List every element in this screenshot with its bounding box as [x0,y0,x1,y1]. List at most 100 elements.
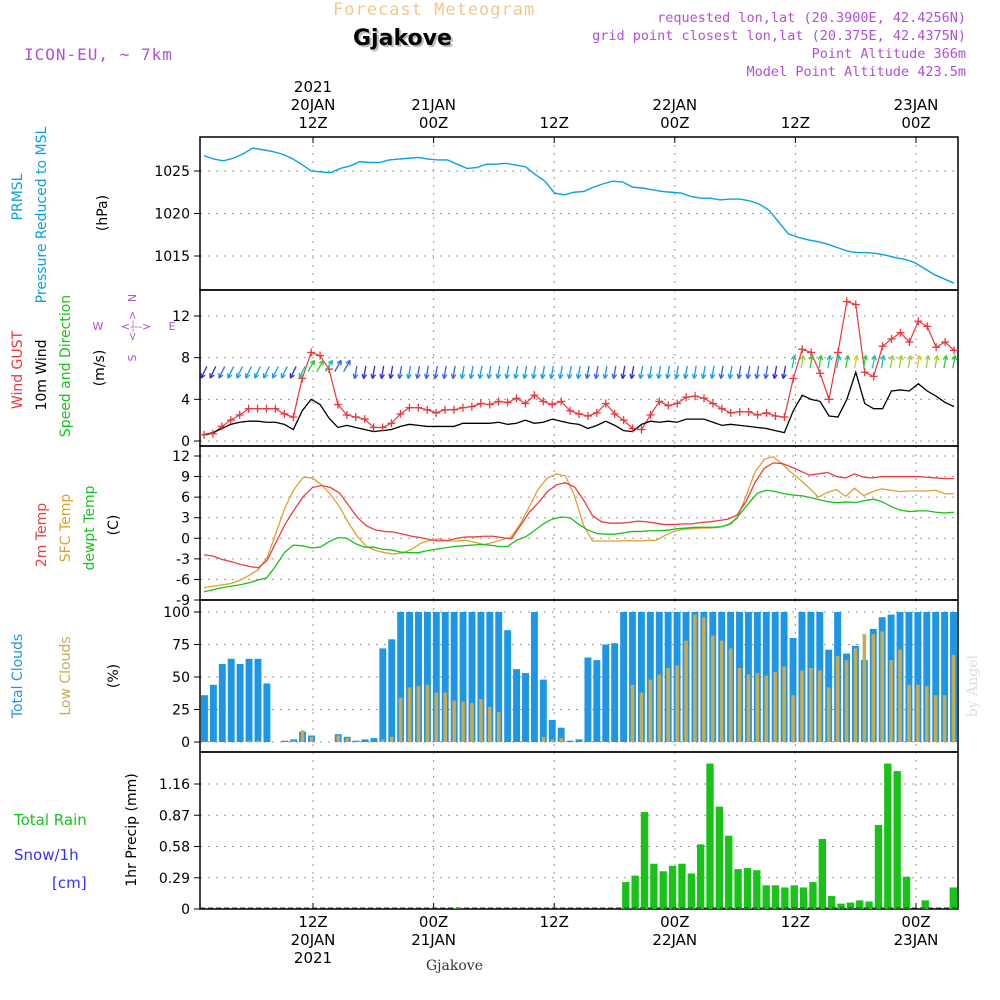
bottom-time-label: 00Z [419,913,448,931]
wind-direction-arrow [898,355,904,369]
low-cloud-bar [247,740,251,742]
total-cloud-bar [281,740,289,742]
wind-direction-arrow [575,365,582,380]
gust-marker [530,391,539,400]
rain-bar [715,806,724,909]
y-tick-label: 75 [172,638,190,654]
rain-bar [622,882,630,909]
y-tick-label: 12 [172,309,190,325]
rain-bar [809,882,817,909]
total-cloud-bar [245,658,253,742]
wind-direction-arrow [951,355,958,369]
gust-marker [860,368,869,377]
wind-10m-label: 10m Wind [34,339,50,410]
wind-direction-arrow [397,365,403,380]
total-cloud-bar [361,739,369,742]
total-cloud-bar [406,612,414,742]
gust-marker [253,404,262,413]
gust-marker [941,338,950,347]
low-cloud-bar [541,736,546,742]
rain-bar [687,873,695,909]
bottom-time-label: 20JAN [291,931,336,949]
total-cloud-bar [530,612,538,742]
total-cloud-bar [459,612,467,742]
total-cloud-bar [370,738,378,742]
y-tick-label: 0 [181,902,190,918]
gust-marker [655,397,664,406]
total-cloud-bar [209,684,217,742]
gust-marker [467,402,476,411]
total-cloud-bar [254,658,262,742]
y-tick-label: 1025 [154,164,190,180]
gust-marker [333,400,342,409]
gust-marker [700,394,708,403]
gust-marker [950,346,958,355]
total-cloud-bar [923,612,931,742]
total-cloud-bar [415,612,422,742]
gust-marker [896,328,905,337]
low-cloud-bar [817,670,822,742]
wind-direction-arrow [593,365,600,380]
gust-marker [637,425,646,434]
low-cloud-bar [452,700,456,742]
panel-frame [199,751,959,910]
wind-direction-arrow [942,355,949,369]
low-cloud-bar [942,695,947,742]
gust-marker [217,422,226,431]
gust-marker [708,399,717,408]
rain-bar [659,871,667,909]
low-cloud-bar [862,634,867,742]
rain-bar [884,763,892,909]
gust-marker [235,410,244,419]
low-cloud-bar [755,673,760,742]
low-cloud-bar [407,687,412,742]
low-cloud-bar [889,660,893,742]
gust-marker [494,397,503,406]
rain-bar [921,900,929,909]
wind-direction-arrow [200,366,208,379]
wind-direction-arrow [647,365,653,380]
low-cloud-bar [639,692,644,742]
y-tick-label: 50 [172,670,190,686]
gust-marker [387,419,396,428]
prmsl-label: PRMSL [10,173,26,220]
wind-direction-arrow [441,365,448,380]
low-cloud-bar [719,640,724,742]
low-cloud-bar [300,730,305,742]
wind-direction-arrow [817,355,824,369]
total-cloud-bar [388,639,396,742]
low-cloud-bar [898,649,902,742]
low-cloud-bar [648,679,653,742]
bottom-time-label: 00Z [660,913,689,931]
rain-bar [678,863,686,909]
gust-marker [539,397,548,406]
gust-marker [423,405,432,414]
low-cloud-bar [826,687,831,742]
wind-direction-arrow [388,365,394,380]
total-cloud-bar [575,739,583,742]
compass-e: E [169,320,176,333]
y-tick-label: 25 [172,703,190,719]
gust-marker [780,413,789,422]
top-time-label: 21JAN [411,96,456,114]
rain-bar [743,868,752,909]
panel-pressure: 1015 1020 1025 [154,136,959,291]
gust-marker [557,397,566,406]
low-cloud-bar [398,697,403,742]
gust-marker [396,409,405,418]
low-cloud-bar [389,736,394,742]
wind-direction-arrow [656,365,662,380]
y-tick-label: 0 [181,434,190,450]
requested-coords: requested lon,lat (20.3900E, 42.4256N) [657,10,966,26]
total-cloud-bar [227,658,235,742]
gust-marker [280,409,289,418]
gust-marker [583,412,592,420]
wind-direction-arrow [271,366,279,379]
low-cloud-bar [925,686,929,742]
total-cloud-bar [637,612,645,742]
wind-direction-arrow [691,365,698,380]
wind-direction-arrow [531,365,537,380]
gust-marker [735,407,744,416]
total-cloud-bar [566,740,574,742]
gust-marker [360,415,369,424]
